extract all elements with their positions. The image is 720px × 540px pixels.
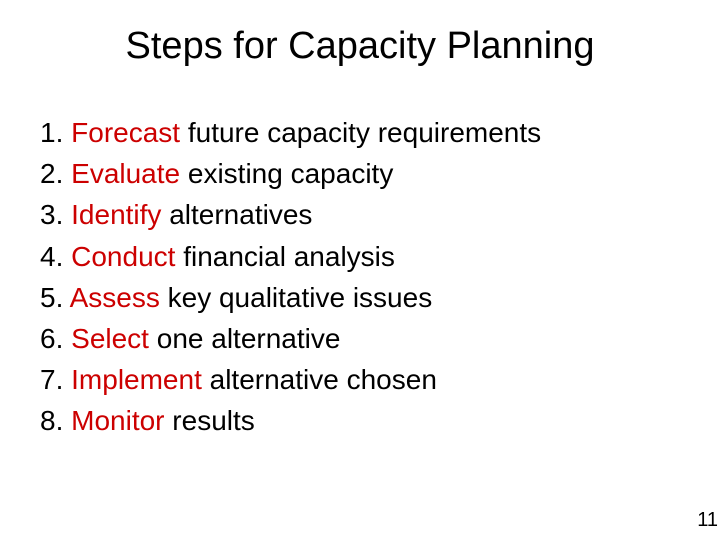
list-item: 1. Forecast future capacity requirements <box>40 113 680 152</box>
item-highlight: Monitor <box>71 405 164 436</box>
list-item: 7. Implement alternative chosen <box>40 360 680 399</box>
item-rest: financial analysis <box>175 241 394 272</box>
item-highlight: Evaluate <box>71 158 180 189</box>
list-item: 6. Select one alternative <box>40 319 680 358</box>
item-rest: existing capacity <box>180 158 393 189</box>
item-highlight: Assess <box>70 282 160 313</box>
list-item: 4. Conduct financial analysis <box>40 237 680 276</box>
item-rest: alternative chosen <box>202 364 437 395</box>
item-number: 1. <box>40 117 63 148</box>
item-number: 3. <box>40 199 63 230</box>
item-highlight: Implement <box>71 364 202 395</box>
list-item: 2. Evaluate existing capacity <box>40 154 680 193</box>
list-item: 5. Assess key qualitative issues <box>40 278 680 317</box>
steps-list: 1. Forecast future capacity requirements… <box>40 113 680 441</box>
item-highlight: Forecast <box>71 117 180 148</box>
item-rest: future capacity requirements <box>180 117 541 148</box>
list-item: 8. Monitor results <box>40 401 680 440</box>
item-highlight: Conduct <box>71 241 175 272</box>
item-rest: results <box>165 405 255 436</box>
item-number: 7. <box>40 364 63 395</box>
slide-container: Steps for Capacity Planning 1. Forecast … <box>0 0 720 540</box>
item-number: 2. <box>40 158 63 189</box>
item-number: 4. <box>40 241 63 272</box>
item-number: 6. <box>40 323 63 354</box>
item-rest: alternatives <box>161 199 312 230</box>
page-number: 11 <box>697 509 718 532</box>
item-rest: key qualitative issues <box>160 282 432 313</box>
item-rest: one alternative <box>149 323 340 354</box>
item-number: 5. <box>40 282 63 313</box>
item-highlight: Select <box>71 323 149 354</box>
slide-title: Steps for Capacity Planning <box>40 25 680 68</box>
item-highlight: Identify <box>71 199 161 230</box>
item-number: 8. <box>40 405 63 436</box>
list-item: 3. Identify alternatives <box>40 195 680 234</box>
